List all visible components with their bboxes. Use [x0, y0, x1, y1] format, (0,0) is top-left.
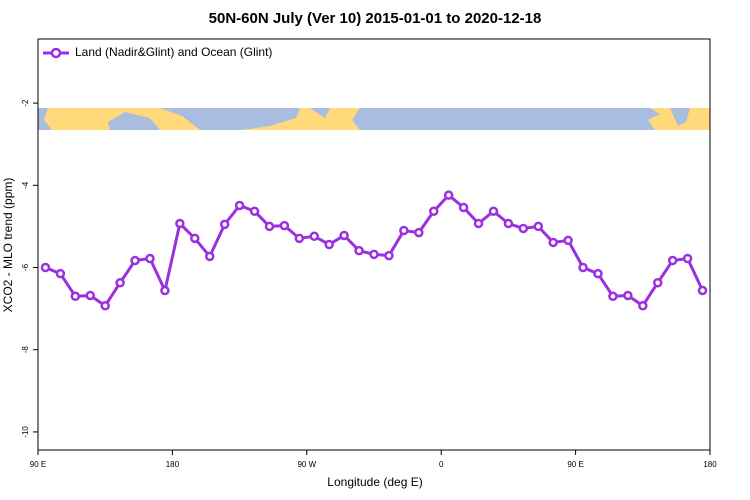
point: [70, 291, 81, 302]
point: [249, 206, 260, 216]
point: [473, 218, 484, 229]
point: [55, 268, 66, 279]
point: [652, 277, 663, 288]
point: [40, 262, 51, 273]
x-tick-label: 0: [439, 460, 444, 469]
point: [458, 202, 469, 213]
point: [548, 237, 558, 248]
point: [100, 300, 110, 311]
point: [563, 235, 573, 246]
point: [145, 253, 155, 264]
point: [682, 253, 693, 264]
point: [369, 249, 379, 260]
y-tick-label: -10: [21, 426, 30, 438]
plot-frame: [37, 38, 711, 451]
point: [667, 255, 678, 266]
y-tick-label: -6: [21, 263, 30, 271]
map-ocean: [38, 108, 690, 130]
point: [638, 300, 648, 311]
x-tick-label: 90 E: [567, 460, 583, 469]
x-tick-label: 90 W: [297, 460, 316, 469]
x-axis-title: Longitude (deg E): [327, 475, 422, 489]
point: [339, 230, 349, 241]
point: [264, 221, 275, 232]
point: [324, 239, 334, 250]
point: [204, 251, 215, 262]
legend-label: Land (Nadir&Glint) and Ocean (Glint): [75, 45, 272, 59]
point: [488, 206, 499, 216]
point: [160, 285, 170, 296]
point: [414, 227, 424, 238]
point: [85, 290, 96, 301]
point: [697, 285, 708, 296]
point: [518, 223, 529, 234]
x-tick-label: 180: [703, 460, 717, 469]
chart-title: 50N-60N July (Ver 10) 2015-01-01 to 2020…: [209, 10, 542, 27]
x-tick-label: 180: [166, 460, 180, 469]
point: [428, 206, 439, 216]
point: [354, 245, 364, 256]
point: [623, 290, 633, 301]
legend-marker: [50, 47, 62, 59]
point: [384, 250, 394, 261]
point: [130, 255, 140, 266]
point: [593, 268, 603, 279]
map-strip: [38, 108, 710, 130]
point: [533, 221, 544, 232]
point: [309, 231, 320, 242]
point: [503, 218, 514, 229]
y-tick-label: -4: [21, 181, 30, 189]
point: [399, 225, 409, 236]
point: [115, 277, 125, 288]
y-tick-label: -2: [21, 99, 30, 107]
point: [443, 190, 454, 200]
point: [190, 233, 200, 244]
point: [234, 200, 245, 211]
point: [219, 219, 230, 230]
point: [608, 291, 618, 302]
point: [578, 262, 588, 273]
point: [279, 220, 290, 231]
point: [294, 233, 305, 244]
y-tick-label: -8: [21, 346, 30, 354]
point: [175, 218, 185, 229]
x-tick-label: 90 E: [30, 460, 46, 469]
y-axis-title: XCO2 - MLO trend (ppm): [1, 178, 15, 313]
